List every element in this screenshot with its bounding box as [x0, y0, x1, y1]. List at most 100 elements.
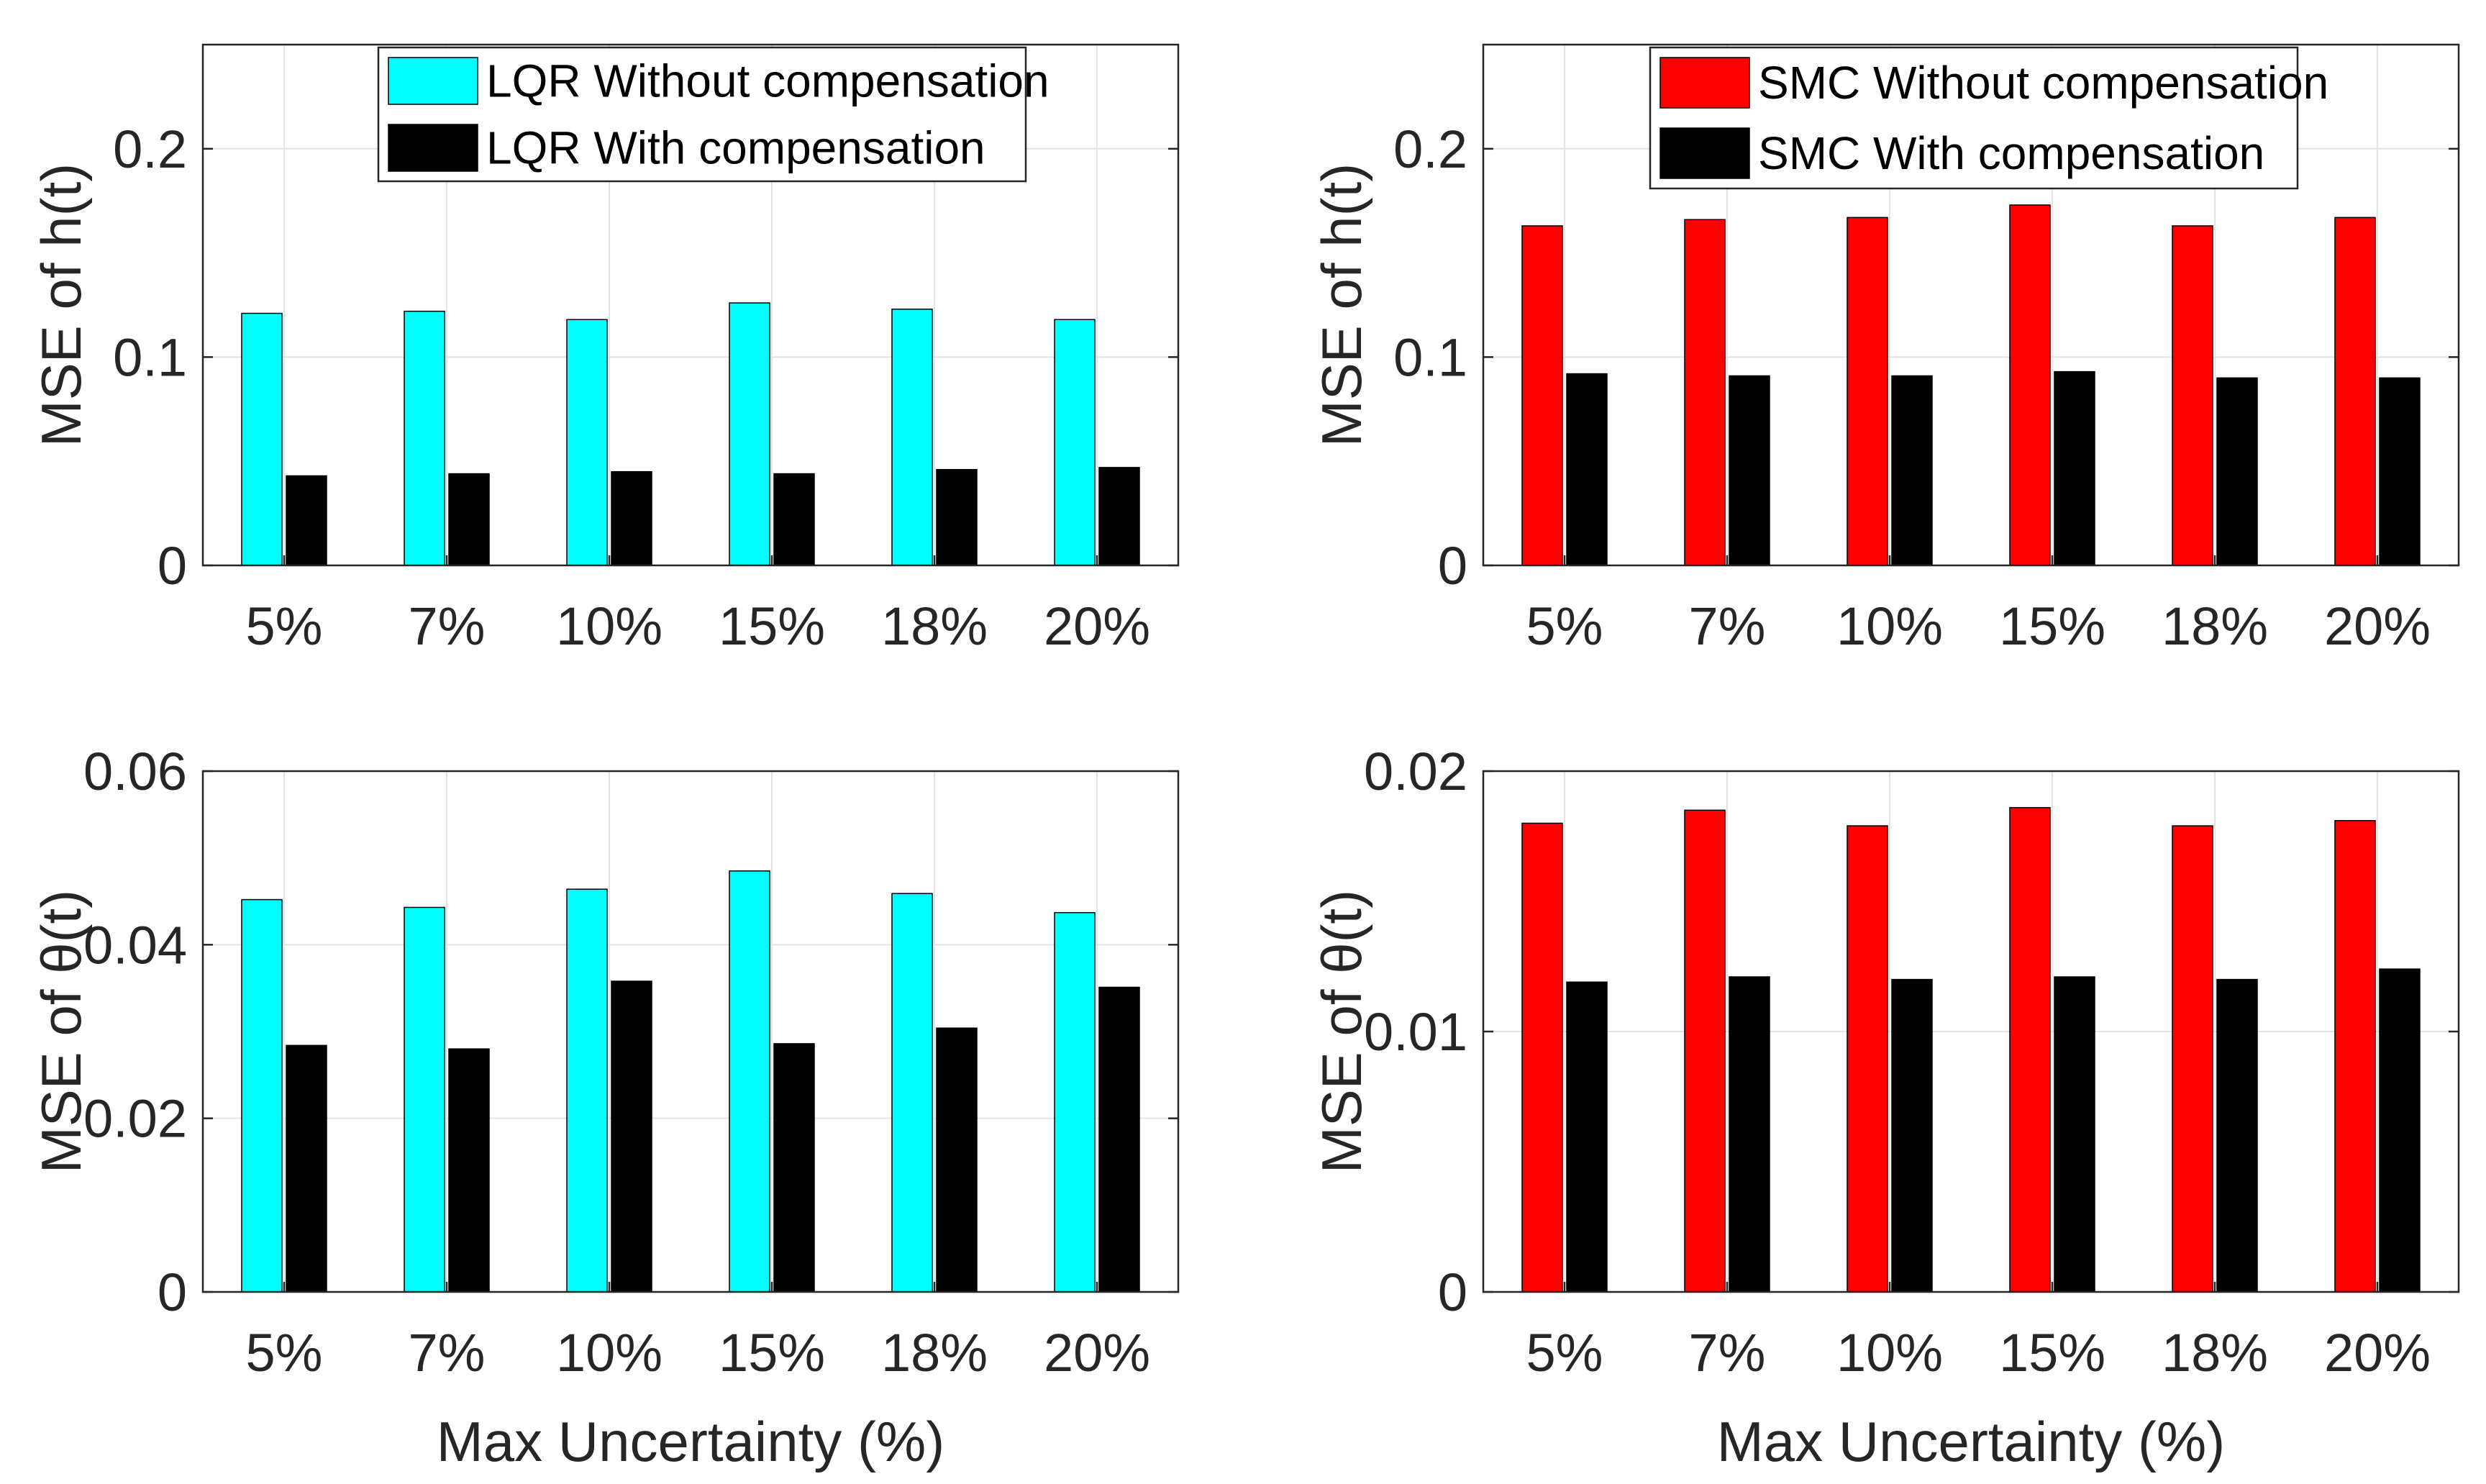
y-tick-label: 0.2 [1393, 119, 1467, 179]
legend-swatch [388, 124, 478, 172]
x-tick-label: 5% [246, 1323, 323, 1383]
bar-without-compensation [891, 309, 933, 566]
y-tick-label: 0.02 [1364, 742, 1467, 801]
axes-frame [201, 770, 1180, 1293]
legend-label: LQR Without compensation [486, 55, 1050, 107]
x-tick-label: 20% [1044, 1323, 1150, 1383]
bar-without-compensation [729, 870, 770, 1293]
bar-with-compensation [1098, 986, 1140, 1293]
y-tick-label: 0.04 [83, 915, 187, 975]
bar-with-compensation [2054, 976, 2095, 1293]
bar-without-compensation [729, 302, 770, 566]
x-tick-label: 10% [1836, 1323, 1943, 1383]
x-tick-label: 15% [719, 1323, 825, 1383]
x-tick-label: 18% [2162, 1323, 2268, 1383]
legend-swatch [1659, 127, 1750, 179]
bar-with-compensation [2379, 377, 2421, 566]
chart-bottom-right: 0 0.01 0.02 5% 7% 10% 15% 18% 20% MSE of θ(t) Max … [1310, 742, 2460, 1473]
x-tick-label: 18% [881, 596, 988, 656]
bar-without-compensation [2009, 806, 2051, 1293]
legend-swatch [388, 57, 478, 105]
x-tick-label: 18% [2162, 596, 2268, 656]
y-axis-title: MSE of θ(t) [1310, 890, 1373, 1173]
x-tick-label: 5% [1526, 596, 1603, 656]
y-tick-label: 0.1 [1393, 327, 1467, 387]
legend: LQR Without compensation LQR With compens… [377, 46, 1050, 183]
bar-with-compensation [773, 473, 815, 566]
axes-frame [201, 43, 1180, 567]
bar-without-compensation [2009, 204, 2051, 566]
x-tick-label: 5% [246, 596, 323, 656]
bar-without-compensation [2334, 217, 2376, 566]
bar-with-compensation [611, 470, 652, 566]
x-tick-label: 20% [2324, 596, 2431, 656]
x-tick-label: 15% [719, 596, 825, 656]
bar-without-compensation [1847, 217, 1888, 566]
bar-without-compensation [891, 893, 933, 1293]
x-tick-label: 7% [1689, 1323, 1766, 1383]
bar-without-compensation [2334, 820, 2376, 1293]
plot-area [203, 771, 1178, 1292]
x-tick-label: 18% [881, 1323, 988, 1383]
bar-with-compensation [1729, 976, 1770, 1293]
x-tick-label: 10% [556, 596, 663, 656]
y-axis-title: MSE of h(t) [29, 163, 93, 447]
legend: SMC Without compensation SMC With compens… [1649, 46, 2328, 190]
x-tick-label: 15% [1999, 1323, 2105, 1383]
y-axis-title: MSE of θ(t) [29, 890, 93, 1173]
bar-with-compensation [2216, 978, 2258, 1293]
legend-swatch [1659, 57, 1750, 109]
bar-without-compensation [566, 888, 608, 1293]
legend-box [377, 46, 1027, 183]
bar-with-compensation [286, 475, 327, 566]
legend-label: SMC With compensation [1758, 127, 2264, 179]
bar-with-compensation [286, 1044, 327, 1293]
bar-without-compensation [241, 312, 283, 566]
x-tick-label: 7% [409, 1323, 486, 1383]
legend-label: SMC Without compensation [1758, 57, 2328, 109]
bar-with-compensation [1566, 981, 1608, 1293]
y-tick-label: 0.01 [1364, 1002, 1467, 1062]
bar-with-compensation [2379, 968, 2421, 1293]
y-tick-label: 0.1 [113, 327, 187, 387]
bar-with-compensation [448, 1048, 490, 1293]
bar-with-compensation [773, 1043, 815, 1293]
bar-with-compensation [936, 1027, 978, 1293]
x-tick-label: 20% [2324, 1323, 2431, 1383]
chart-top-right: 0 0.1 0.2 5% 7% 10% 15% 18% 20% MSE of h(t) SMC Wi… [1310, 43, 2460, 656]
bar-without-compensation [1847, 825, 1888, 1293]
bar-with-compensation [448, 473, 490, 566]
x-tick-label: 7% [1689, 596, 1766, 656]
bar-with-compensation [2054, 370, 2095, 566]
y-tick-label: 0 [158, 536, 187, 596]
bar-with-compensation [1891, 978, 1933, 1293]
bar-without-compensation [404, 310, 445, 566]
x-tick-label: 10% [556, 1323, 663, 1383]
y-tick-label: 0.06 [83, 742, 187, 801]
bar-without-compensation [566, 319, 608, 566]
y-tick-label: 0.2 [113, 119, 187, 179]
bar-with-compensation [1566, 373, 1608, 566]
y-tick-label: 0 [1438, 536, 1467, 596]
bar-without-compensation [1054, 911, 1096, 1293]
x-tick-label: 10% [1836, 596, 1943, 656]
bar-without-compensation [1521, 225, 1563, 566]
y-tick-label: 0 [1438, 1262, 1467, 1322]
y-axis-title: MSE of h(t) [1310, 163, 1373, 447]
bar-with-compensation [611, 980, 652, 1293]
bar-with-compensation [936, 469, 978, 566]
x-axis-title: Max Uncertainty (%) [1717, 1410, 2226, 1473]
chart-bottom-left: 0 0.02 0.04 0.06 5% 7% 10% 15% 18% 20% MSE of θ(t)… [29, 742, 1180, 1473]
y-tick-label: 0 [158, 1262, 187, 1322]
legend-box [1649, 46, 2299, 190]
x-tick-label: 20% [1044, 596, 1150, 656]
bar-with-compensation [1891, 375, 1933, 566]
axes-frame [1482, 43, 2460, 567]
bar-with-compensation [1729, 375, 1770, 566]
legend-label: LQR With compensation [486, 122, 985, 174]
bar-without-compensation [404, 906, 445, 1293]
bar-with-compensation [1098, 467, 1140, 566]
x-tick-label: 15% [1999, 596, 2105, 656]
x-axis-title: Max Uncertainty (%) [437, 1410, 945, 1473]
